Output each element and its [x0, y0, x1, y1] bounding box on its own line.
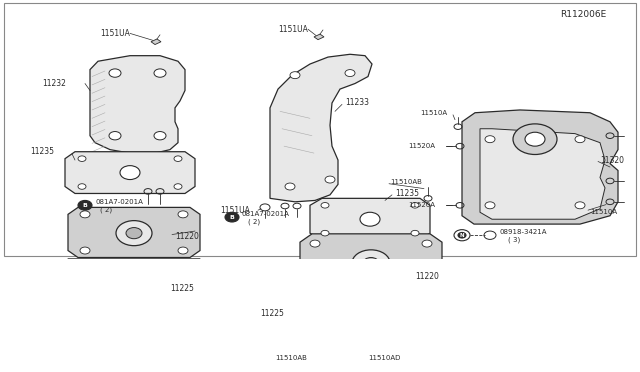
- Text: 11235: 11235: [395, 189, 419, 198]
- Circle shape: [126, 228, 142, 239]
- Circle shape: [411, 230, 419, 236]
- Text: ( 2): ( 2): [100, 207, 112, 214]
- Circle shape: [80, 247, 90, 254]
- Ellipse shape: [501, 121, 569, 137]
- Circle shape: [422, 240, 432, 247]
- Polygon shape: [68, 208, 200, 257]
- Polygon shape: [65, 152, 195, 193]
- Polygon shape: [480, 129, 605, 219]
- Text: 11520A: 11520A: [408, 202, 435, 208]
- Circle shape: [78, 201, 92, 210]
- Polygon shape: [300, 234, 442, 287]
- Text: 11233: 11233: [345, 99, 369, 108]
- Circle shape: [411, 202, 419, 208]
- Circle shape: [485, 136, 495, 143]
- Circle shape: [78, 156, 86, 161]
- Polygon shape: [314, 34, 324, 40]
- Text: 11520A: 11520A: [408, 143, 435, 149]
- Text: 11220: 11220: [175, 232, 199, 241]
- Text: 11320: 11320: [600, 155, 624, 164]
- Circle shape: [325, 176, 335, 183]
- Text: 11510A: 11510A: [590, 209, 617, 215]
- Circle shape: [360, 212, 380, 226]
- Circle shape: [285, 183, 295, 190]
- Circle shape: [109, 69, 121, 77]
- Text: 11235: 11235: [30, 147, 54, 156]
- Circle shape: [310, 275, 320, 282]
- Polygon shape: [90, 56, 185, 153]
- Circle shape: [120, 166, 140, 180]
- Polygon shape: [462, 110, 618, 224]
- Circle shape: [575, 136, 585, 143]
- Text: 11232: 11232: [42, 79, 66, 88]
- Circle shape: [178, 211, 188, 218]
- Text: 11510AD: 11510AD: [368, 355, 401, 362]
- Text: ( 3): ( 3): [508, 237, 520, 243]
- Circle shape: [321, 230, 329, 236]
- Polygon shape: [270, 54, 372, 202]
- Text: 11225: 11225: [170, 284, 194, 293]
- Ellipse shape: [339, 246, 403, 258]
- Text: 1151UA: 1151UA: [278, 25, 308, 34]
- Polygon shape: [310, 198, 430, 240]
- Text: 1151UA: 1151UA: [220, 206, 250, 215]
- Polygon shape: [68, 259, 200, 284]
- Circle shape: [116, 221, 152, 246]
- Circle shape: [174, 156, 182, 161]
- Circle shape: [363, 257, 379, 269]
- Text: 081A7-0201A: 081A7-0201A: [242, 211, 290, 217]
- Text: 11225: 11225: [260, 309, 284, 318]
- Circle shape: [525, 132, 545, 146]
- Text: 081A7-0201A: 081A7-0201A: [95, 199, 143, 205]
- Circle shape: [485, 202, 495, 209]
- Circle shape: [310, 240, 320, 247]
- Circle shape: [422, 275, 432, 282]
- Circle shape: [109, 132, 121, 140]
- Circle shape: [321, 202, 329, 208]
- Text: N: N: [460, 233, 464, 238]
- Circle shape: [513, 124, 557, 154]
- Text: 11510AB: 11510AB: [390, 179, 422, 185]
- Polygon shape: [290, 288, 388, 313]
- Text: 08918-3421A: 08918-3421A: [500, 230, 547, 235]
- Polygon shape: [151, 39, 161, 45]
- FancyBboxPatch shape: [4, 3, 636, 256]
- Text: R112006E: R112006E: [560, 10, 606, 19]
- Text: 11510A: 11510A: [420, 110, 447, 116]
- Circle shape: [290, 72, 300, 78]
- Text: 11220: 11220: [415, 272, 439, 282]
- Text: 1151UA: 1151UA: [100, 29, 130, 38]
- Ellipse shape: [104, 217, 164, 229]
- Circle shape: [174, 184, 182, 189]
- Circle shape: [345, 70, 355, 77]
- Circle shape: [352, 250, 390, 276]
- Circle shape: [80, 211, 90, 218]
- Circle shape: [225, 212, 239, 222]
- Circle shape: [154, 132, 166, 140]
- Text: 11510AB: 11510AB: [275, 355, 307, 362]
- Circle shape: [178, 247, 188, 254]
- Circle shape: [575, 202, 585, 209]
- Text: ( 2): ( 2): [248, 219, 260, 225]
- Text: B: B: [83, 203, 88, 208]
- Circle shape: [458, 232, 466, 238]
- Text: B: B: [230, 215, 234, 219]
- Circle shape: [154, 69, 166, 77]
- Circle shape: [78, 184, 86, 189]
